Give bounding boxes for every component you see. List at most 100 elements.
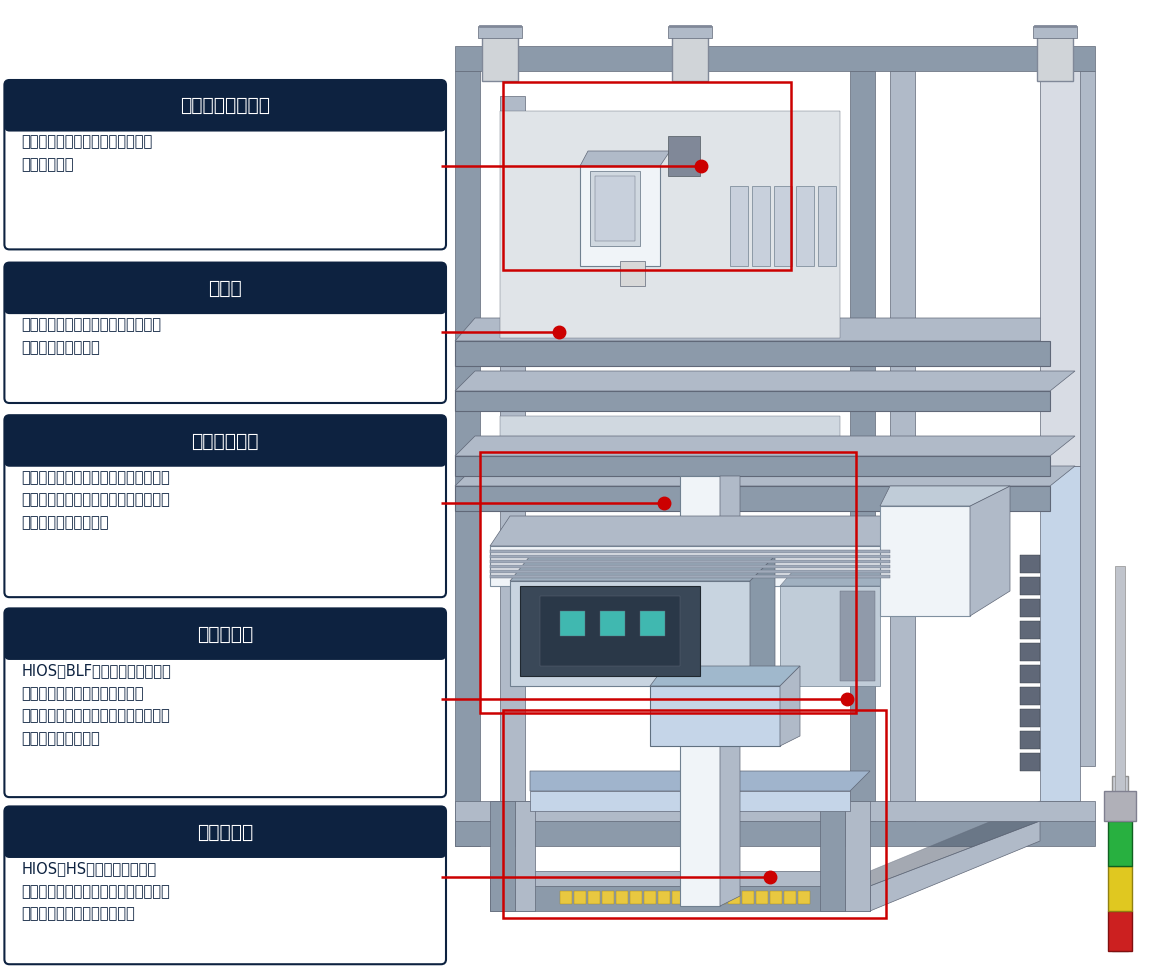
Polygon shape (490, 801, 515, 911)
Polygon shape (799, 891, 810, 904)
FancyBboxPatch shape (5, 415, 446, 467)
Polygon shape (455, 318, 1075, 341)
Polygon shape (490, 871, 870, 886)
Polygon shape (500, 111, 840, 338)
Polygon shape (455, 341, 1050, 366)
Text: 架台部: 架台部 (208, 279, 242, 298)
FancyBboxPatch shape (5, 807, 446, 964)
Polygon shape (595, 176, 635, 241)
Polygon shape (500, 96, 524, 836)
Polygon shape (686, 891, 699, 904)
Polygon shape (644, 891, 656, 904)
Polygon shape (1020, 731, 1040, 749)
Polygon shape (784, 891, 796, 904)
Text: ワーク保持部: ワーク保持部 (192, 432, 259, 450)
Polygon shape (530, 791, 850, 811)
Polygon shape (490, 575, 890, 578)
Polygon shape (1108, 866, 1132, 911)
Polygon shape (1020, 621, 1040, 639)
Polygon shape (490, 886, 870, 911)
Polygon shape (1020, 687, 1040, 705)
Polygon shape (455, 456, 1050, 476)
Polygon shape (1020, 599, 1040, 617)
FancyBboxPatch shape (5, 263, 446, 314)
Polygon shape (580, 166, 660, 266)
Text: 制御部を一つにまとめて架台内の
最下部に配置: 制御部を一つにまとめて架台内の 最下部に配置 (21, 134, 153, 172)
FancyBboxPatch shape (5, 263, 446, 403)
FancyBboxPatch shape (5, 80, 446, 249)
Polygon shape (880, 486, 1010, 506)
Polygon shape (730, 186, 748, 266)
FancyBboxPatch shape (5, 415, 446, 597)
Text: HIOS袿HSシリーズを採用。
更にネジ用サブタンクを組み合わせる
ことでネジ補給回数を削減。: HIOS袿HSシリーズを採用。 更にネジ用サブタンクを組み合わせる ことでネジ補… (21, 861, 171, 922)
Polygon shape (490, 546, 890, 586)
Polygon shape (1040, 71, 1080, 466)
Polygon shape (774, 186, 791, 266)
Polygon shape (515, 801, 535, 911)
Polygon shape (1037, 36, 1073, 81)
Polygon shape (880, 506, 970, 616)
Polygon shape (560, 611, 584, 636)
Polygon shape (490, 570, 890, 573)
Polygon shape (1020, 709, 1040, 727)
FancyBboxPatch shape (5, 609, 446, 660)
Polygon shape (850, 71, 875, 836)
Polygon shape (490, 565, 890, 568)
FancyBboxPatch shape (5, 807, 446, 858)
Polygon shape (1050, 71, 1075, 776)
Polygon shape (714, 891, 726, 904)
Polygon shape (780, 666, 800, 746)
Polygon shape (590, 171, 640, 246)
Polygon shape (530, 771, 870, 791)
Bar (503, 710, 886, 918)
Text: ドライバ部: ドライバ部 (198, 625, 253, 643)
Polygon shape (455, 486, 1050, 511)
Polygon shape (770, 891, 782, 904)
Polygon shape (510, 581, 750, 686)
Polygon shape (490, 560, 890, 563)
Polygon shape (482, 36, 517, 81)
Polygon shape (820, 801, 846, 911)
Polygon shape (455, 391, 1050, 411)
Polygon shape (1075, 71, 1095, 766)
Polygon shape (640, 611, 664, 636)
Polygon shape (720, 476, 740, 906)
Polygon shape (756, 891, 768, 904)
Polygon shape (780, 586, 880, 686)
Polygon shape (574, 891, 586, 904)
Text: 電気・空気制御部: 電気・空気制御部 (180, 97, 270, 115)
Polygon shape (650, 666, 800, 686)
Polygon shape (1112, 776, 1128, 951)
Polygon shape (520, 586, 700, 676)
Polygon shape (490, 550, 890, 553)
Polygon shape (1115, 566, 1125, 791)
Bar (503, 82, 791, 270)
Polygon shape (846, 801, 870, 911)
Polygon shape (580, 151, 670, 166)
Polygon shape (455, 821, 1095, 846)
Polygon shape (616, 891, 628, 904)
Polygon shape (620, 261, 644, 286)
Polygon shape (600, 611, 624, 636)
Polygon shape (500, 416, 840, 456)
Polygon shape (970, 486, 1010, 616)
Polygon shape (455, 801, 1095, 821)
Polygon shape (668, 26, 711, 38)
Polygon shape (890, 71, 915, 836)
Polygon shape (870, 821, 1040, 911)
Polygon shape (510, 556, 775, 581)
Polygon shape (1108, 821, 1132, 866)
Polygon shape (455, 466, 1075, 486)
Polygon shape (742, 891, 754, 904)
Polygon shape (455, 436, 1075, 456)
Polygon shape (1020, 577, 1040, 595)
Polygon shape (1020, 643, 1040, 661)
Polygon shape (1033, 26, 1077, 38)
Text: ワークに合わせた専用置台と、ワーク
を確実に固定するためのチャッキング
機構を当社にて製作。: ワークに合わせた専用置台と、ワーク を確実に固定するためのチャッキング 機構を当… (21, 469, 171, 530)
Polygon shape (602, 891, 614, 904)
FancyBboxPatch shape (5, 80, 446, 131)
Polygon shape (650, 686, 780, 746)
Polygon shape (455, 371, 1075, 391)
Polygon shape (1104, 791, 1136, 821)
Polygon shape (1108, 911, 1132, 951)
